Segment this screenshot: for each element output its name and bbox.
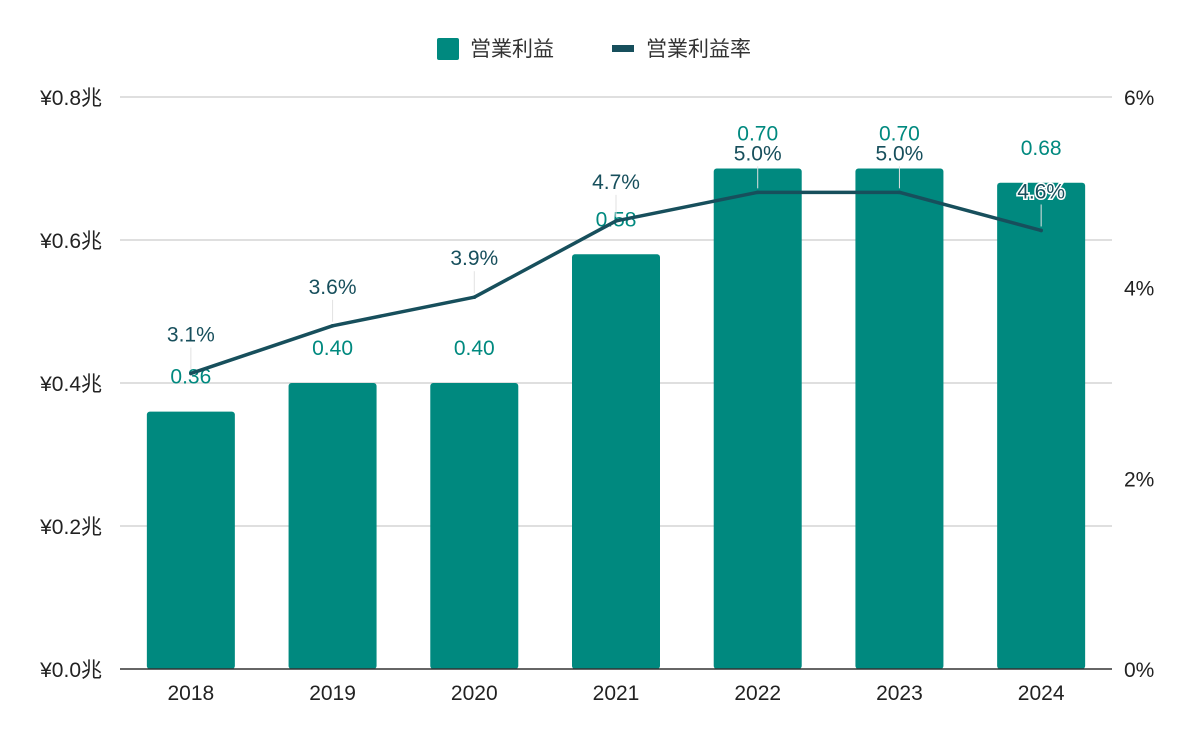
left-axis-ticks: ¥0.0兆 ¥0.2兆 ¥0.4兆 ¥0.6兆 ¥0.8兆 bbox=[39, 87, 102, 682]
x-tick-label: 2023 bbox=[876, 682, 923, 705]
bar bbox=[997, 182, 1086, 670]
legend: 営業利益 営業利益率 bbox=[437, 38, 751, 61]
x-tick-label: 2024 bbox=[1018, 682, 1065, 705]
left-tick-label: ¥0.6兆 bbox=[39, 230, 102, 253]
left-tick-label: ¥0.2兆 bbox=[39, 516, 102, 539]
legend-line-swatch bbox=[612, 45, 634, 52]
bar-series bbox=[146, 168, 1086, 670]
x-tick-label: 2019 bbox=[309, 682, 356, 705]
right-tick-label: 2% bbox=[1124, 468, 1154, 491]
line-point bbox=[614, 219, 618, 223]
bar-value-label: 0.70 bbox=[879, 123, 920, 146]
line-point bbox=[897, 190, 902, 195]
legend-bar-label: 営業利益 bbox=[470, 38, 554, 61]
line-value-label: 5.0% bbox=[875, 142, 923, 165]
line-point bbox=[755, 190, 760, 195]
bar-value-label: 0.40 bbox=[454, 337, 495, 360]
x-tick-label: 2018 bbox=[167, 682, 214, 705]
bar bbox=[572, 254, 660, 670]
line-point bbox=[330, 324, 335, 328]
line-point bbox=[472, 295, 477, 300]
left-tick-label: ¥0.4兆 bbox=[39, 373, 102, 396]
right-tick-label: 0% bbox=[1124, 659, 1154, 682]
right-tick-label: 6% bbox=[1124, 87, 1154, 110]
right-tick-label: 4% bbox=[1124, 278, 1154, 301]
x-axis-ticks: 2018 2019 2020 2021 2022 2023 2024 bbox=[167, 682, 1064, 705]
line-point bbox=[189, 371, 193, 376]
line-label-leaders bbox=[190, 166, 1042, 370]
line-value-label: 4.6% bbox=[1017, 180, 1065, 203]
bar-value-label: 0.70 bbox=[737, 123, 778, 146]
x-tick-label: 2022 bbox=[734, 682, 781, 705]
bar-value-label: 0.68 bbox=[1021, 137, 1062, 160]
bar bbox=[288, 383, 377, 669]
line-series bbox=[189, 190, 1043, 376]
line-value-label: 4.7% bbox=[592, 171, 640, 194]
bar-value-label: 0.40 bbox=[312, 337, 353, 360]
legend-line-label: 営業利益率 bbox=[646, 38, 751, 61]
legend-bar-swatch bbox=[437, 38, 459, 60]
bar bbox=[713, 168, 802, 669]
line-value-label: 5.0% bbox=[734, 142, 782, 165]
bar bbox=[430, 383, 519, 669]
line-data-labels: 3.1% 3.6% 3.9% 4.7% 5.0% 5.0% 4.6% bbox=[165, 141, 1066, 348]
left-tick-label: ¥0.8兆 bbox=[39, 87, 102, 110]
right-axis-ticks: 0% 2% 4% 6% bbox=[1124, 87, 1154, 682]
x-tick-label: 2020 bbox=[451, 682, 498, 705]
line-value-label: 3.9% bbox=[450, 247, 498, 270]
line-point bbox=[1039, 228, 1043, 233]
bar bbox=[146, 411, 235, 669]
x-tick-label: 2021 bbox=[593, 682, 640, 705]
bar bbox=[855, 168, 944, 669]
line-value-label: 3.6% bbox=[309, 276, 357, 299]
line-value-label: 3.1% bbox=[167, 323, 215, 346]
left-tick-label: ¥0.0兆 bbox=[39, 659, 102, 682]
